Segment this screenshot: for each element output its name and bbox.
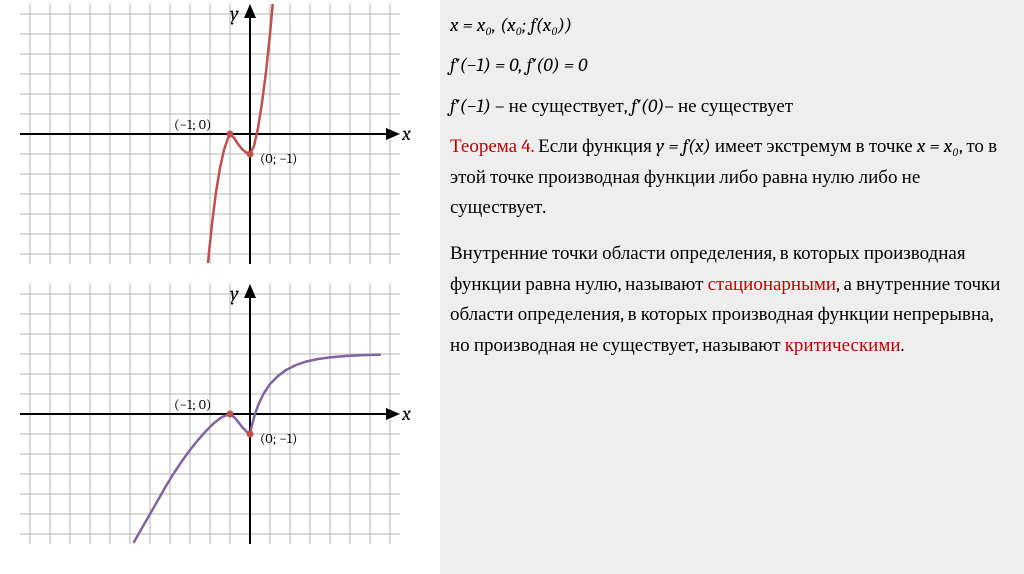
- chart-svg: [20, 284, 400, 544]
- t1: Если функция: [534, 135, 656, 157]
- definitions-paragraph: Внутренние точки области определения, в …: [450, 238, 1006, 360]
- eq2: f′(−1) = 0, f′(0) = 0: [450, 54, 587, 76]
- equation-line-2: f′(−1) = 0, f′(0) = 0: [450, 50, 1006, 80]
- tm1: y = f(x): [656, 135, 711, 157]
- equation-line-3: f′(−1) – не существует, f′(0)– не сущест…: [450, 91, 1006, 121]
- page: x y (−1; 0) (0; −1) x y (−1; 0) (0; −1) x = x₀…: [0, 0, 1024, 574]
- text-column: x = x₀, (x₀; f(x₀)) f′(−1) = 0, f′(0) = …: [440, 0, 1024, 574]
- charts-column: x y (−1; 0) (0; −1) x y (−1; 0) (0; −1): [0, 0, 440, 574]
- tm2: x = x₀: [917, 135, 959, 157]
- y-axis-label: y: [230, 2, 239, 25]
- x-axis-label: x: [402, 402, 411, 425]
- chart-top: xy(−1; 0)(0; −1): [20, 4, 400, 264]
- eq3c: f′(0): [631, 95, 664, 117]
- eq3a: f′(−1): [450, 95, 491, 117]
- p2r1: стационарными: [708, 273, 836, 295]
- chart-bottom: xy(−1; 0)(0; −1): [20, 284, 400, 544]
- chart-svg: [20, 4, 400, 264]
- p2r2: критическими: [785, 334, 901, 356]
- point-label: (0; −1): [260, 150, 297, 167]
- y-axis-label: y: [230, 282, 239, 305]
- x-axis-label: x: [402, 122, 411, 145]
- theorem-paragraph: Теорема 4. Если функция y = f(x) имеет э…: [450, 131, 1006, 222]
- eq3d: – не существует: [664, 95, 793, 117]
- point-label: (−1; 0): [174, 116, 211, 133]
- point-label: (0; −1): [260, 430, 297, 447]
- eq1: x = x₀, (x₀; f(x₀)): [450, 14, 572, 36]
- eq3b: – не существует,: [491, 95, 631, 117]
- equation-line-1: x = x₀, (x₀; f(x₀)): [450, 10, 1006, 40]
- t2: имеет экстремум в точке: [711, 135, 917, 157]
- p2c: .: [901, 334, 905, 356]
- theorem-label: Теорема 4.: [450, 135, 534, 157]
- point-label: (−1; 0): [174, 396, 211, 413]
